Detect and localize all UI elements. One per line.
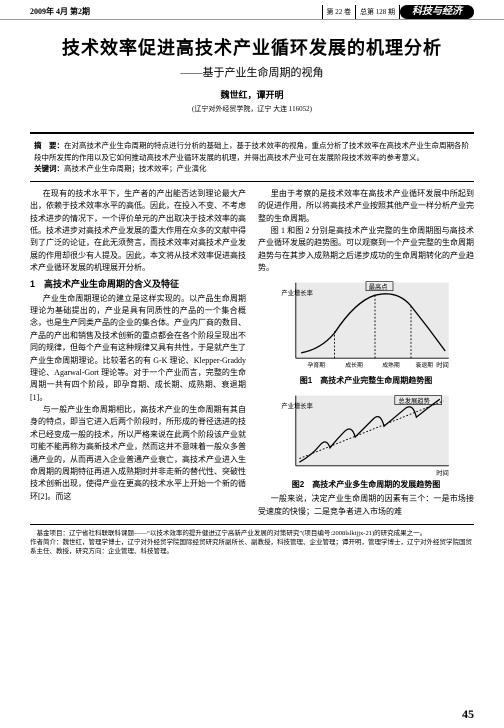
para: 在现有的技术水平下，生产者的产出能否达到理论最大产出，依赖于技术效率水平的高低。… — [30, 188, 246, 275]
fig1-stage-1: 成长期 — [345, 361, 363, 369]
body-columns: 在现有的技术水平下，生产者的产出能否达到理论最大产出，依赖于技术效率水平的高低。… — [0, 188, 504, 518]
abstract-label: 摘 要： — [34, 141, 64, 150]
fig1-peak-label: 最高点 — [369, 282, 388, 291]
para: 一般来说，决定产业生命周期的因素有三个：一是市场接受速度的快慢；二是竞争者进入市… — [258, 493, 474, 518]
figure-1-caption: 图1 高技术产业完整生命周期趋势图 — [258, 375, 474, 387]
affiliation: (辽宁对外经贸学院，辽宁 大连 116052) — [30, 104, 474, 114]
page-header: 2009年 4月 第2期 第 22 卷 总第 128 期 科技与经济 — [0, 0, 504, 20]
fig2-xlabel: 时间 — [436, 467, 449, 476]
fig1-stage-2: 成熟期 — [382, 361, 400, 369]
para: 产业生命周期理论的建立是这样实现的。以产品生命周期理论为基础提出的，产业是具有同… — [30, 293, 246, 405]
section-heading-1: 1 高技术产业生命周期的含义及特征 — [30, 278, 246, 292]
abstract-text: 在对高技术产业生命周期的特点进行分析的基础上，基于技术效率的视角，重点分析了技术… — [34, 141, 469, 162]
article-title: 技术效率促进高技术产业循环发展的机理分析 — [30, 34, 474, 60]
fig1-stage-0: 孕育期 — [308, 361, 326, 369]
title-block: 技术效率促进高技术产业循环发展的机理分析 ——基于产业生命周期的视角 魏世红，谭… — [0, 20, 504, 122]
footnotes: 基金项目：辽宁省社科联联科课题——“以技术效率的提升健进辽宁高新产业发展的对策研… — [0, 525, 504, 556]
figure-2-caption: 图2 高技术产业多生命周期的发展趋势图 — [258, 479, 474, 491]
para: 里由于考察的是技术效率在高技术产业循环发展中所起到的促进作用，所以将高技术产业按… — [258, 188, 474, 225]
fig1-xlabel: 时间 — [436, 360, 449, 369]
header-issue-total: 总第 128 期 — [356, 5, 400, 19]
page-number: 45 — [462, 707, 474, 722]
keywords-text: 高技术产业生命周期；技术效率；产业演化 — [64, 164, 207, 173]
journal-brand: 科技与经济 — [400, 5, 474, 19]
header-date: 2009年 4月 第2期 — [30, 6, 90, 17]
left-column: 在现有的技术水平下，生产者的产出能否达到理论最大产出，依赖于技术效率水平的高低。… — [30, 188, 246, 518]
fig1-stage-3: 衰退期 — [416, 361, 434, 369]
keywords-label: 关键词： — [34, 164, 64, 173]
article-subtitle: ——基于产业生命周期的视角 — [30, 64, 474, 80]
figure-2-chart: 产业增长率 时间 总发展趋势 — [276, 392, 456, 478]
abstract-line: 摘 要：在对高技术产业生命周期的特点进行分析的基础上，基于技术效率的视角，重点分… — [34, 140, 470, 163]
figure-1-chart: 产业增长率 时间 最高点 孕育期 成长期 成熟期 衰退期 — [276, 279, 456, 374]
authors: 魏世红，谭开明 — [30, 88, 474, 101]
right-column: 里由于考察的是技术效率在高技术产业循环发展中所起到的促进作用，所以将高技术产业按… — [258, 188, 474, 518]
fig2-trend-label: 总发展趋势 — [398, 395, 430, 404]
footnote-line: 基金项目：辽宁省社科联联科课题——“以技术效率的提升健进辽宁高新产业发展的对策研… — [30, 529, 474, 538]
footnote-line: 作者简介：魏世红，管理学博士，辽宁对外经贸学院国际经贸研究所副所长、副教授，科技… — [30, 538, 474, 556]
abstract-box: 摘 要：在对高技术产业生命周期的特点进行分析的基础上，基于技术效率的视角，重点分… — [30, 132, 474, 182]
keywords-line: 关键词：高技术产业生命周期；技术效率；产业演化 — [34, 163, 470, 175]
fig1-ylabel: 产业增长率 — [281, 288, 312, 297]
para: 图 1 和图 2 分别是高技术产业完整的生命周期图与高技术产业循环发展的趋势图。… — [258, 225, 474, 275]
header-volume: 第 22 卷 — [322, 5, 357, 19]
para: 与一般产业生命周期相比，高技术产业的生命周期有其自身的特点，即当它进入后两个阶段… — [30, 404, 246, 503]
fig2-ylabel: 产业增长率 — [281, 401, 312, 410]
